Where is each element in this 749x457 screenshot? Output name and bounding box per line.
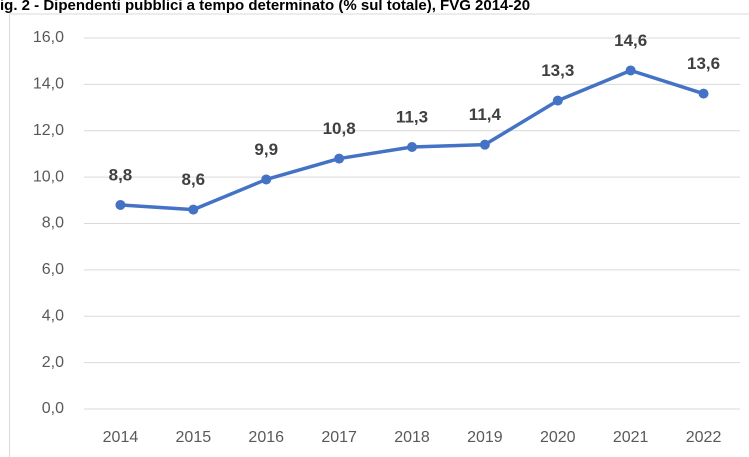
x-tick-label: 2018 [394,429,430,446]
series-line [120,68,705,212]
value-label: 11,4 [469,105,502,124]
y-tick-label: 16,0 [33,29,64,46]
data-point [261,174,272,185]
data-point [407,141,417,152]
value-label: 10,8 [323,119,356,138]
y-tick-label: 0,0 [42,400,64,417]
y-tick-label: 2,0 [42,354,64,371]
x-tick-label: 2022 [686,429,722,446]
value-label: 11,3 [396,107,428,126]
y-tick-label: 14,0 [33,76,64,93]
y-tick-label: 10,0 [33,168,64,185]
data-point [625,65,636,76]
y-tick-label: 6,0 [42,261,64,278]
value-label: 13,6 [687,54,720,73]
x-tick-label: 2014 [103,429,139,446]
value-label: 8,8 [109,165,133,184]
y-tick-label: 8,0 [42,215,64,232]
x-tick-label: 2016 [248,429,284,446]
value-label: 13,3 [541,61,574,80]
data-point [334,153,345,164]
chart-title: ig. 2 - Dipendenti pubblici a tempo dete… [0,0,530,14]
data-point [188,204,199,215]
value-label: 14,6 [614,31,647,50]
value-label: 9,9 [254,140,278,159]
chart-border [9,13,749,457]
data-point [698,88,709,99]
data-point [552,95,563,106]
x-tick-label: 2017 [321,429,357,446]
x-tick-label: 2020 [540,429,576,446]
y-tick-label: 4,0 [42,307,64,324]
y-tick-label: 12,0 [33,122,64,139]
x-tick-label: 2019 [467,429,503,446]
x-tick-label: 2021 [613,429,649,446]
data-point [479,139,490,150]
data-point [115,199,126,210]
x-tick-label: 2015 [176,429,212,446]
value-label: 8,6 [182,170,206,189]
